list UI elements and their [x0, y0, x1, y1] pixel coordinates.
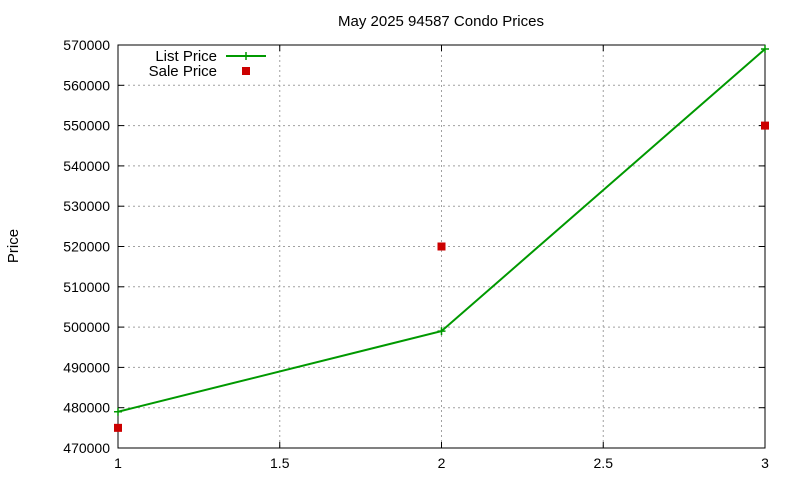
y-tick-labels: 470000 480000 490000 500000 510000 520000 5300…: [63, 37, 110, 456]
y-tick-label: 540000: [63, 158, 110, 174]
list-price-point: [761, 45, 769, 54]
series-layer: [114, 45, 769, 432]
legend-label-list-price: List Price: [155, 48, 217, 65]
y-tick-label: 570000: [63, 37, 110, 53]
x-tick-label: 2.5: [594, 455, 614, 471]
legend-marker-sale-price: [242, 67, 250, 75]
sale-price-point: [761, 121, 769, 130]
x-tick-label: 1: [114, 455, 122, 471]
y-tick-label: 500000: [63, 319, 110, 335]
list-price-point: [114, 407, 122, 416]
y-tick-label: 560000: [63, 77, 110, 93]
sale-price-point: [114, 423, 122, 432]
x-tick-labels: 1 1.5 2 2.5 3: [114, 455, 769, 471]
y-tick-label: 520000: [63, 239, 110, 255]
legend-marker-list-price: [242, 52, 250, 60]
y-tick-label: 490000: [63, 359, 110, 375]
legend: List Price Sale Price: [149, 48, 266, 80]
y-tick-label: 550000: [63, 118, 110, 134]
x-tick-label: 3: [761, 455, 769, 471]
chart-title: May 2025 94587 Condo Prices: [338, 13, 544, 30]
x-tick-label: 1.5: [270, 455, 290, 471]
y-tick-label: 480000: [63, 400, 110, 416]
y-tick-label: 530000: [63, 198, 110, 214]
x-tick-label: 2: [438, 455, 446, 471]
list-price-point: [437, 327, 446, 336]
y-tick-label: 510000: [63, 279, 110, 295]
y-tick-label: 470000: [63, 440, 110, 456]
y-axis-label: Price: [5, 229, 22, 263]
sale-price-point: [437, 242, 446, 251]
legend-label-sale-price: Sale Price: [149, 63, 217, 80]
